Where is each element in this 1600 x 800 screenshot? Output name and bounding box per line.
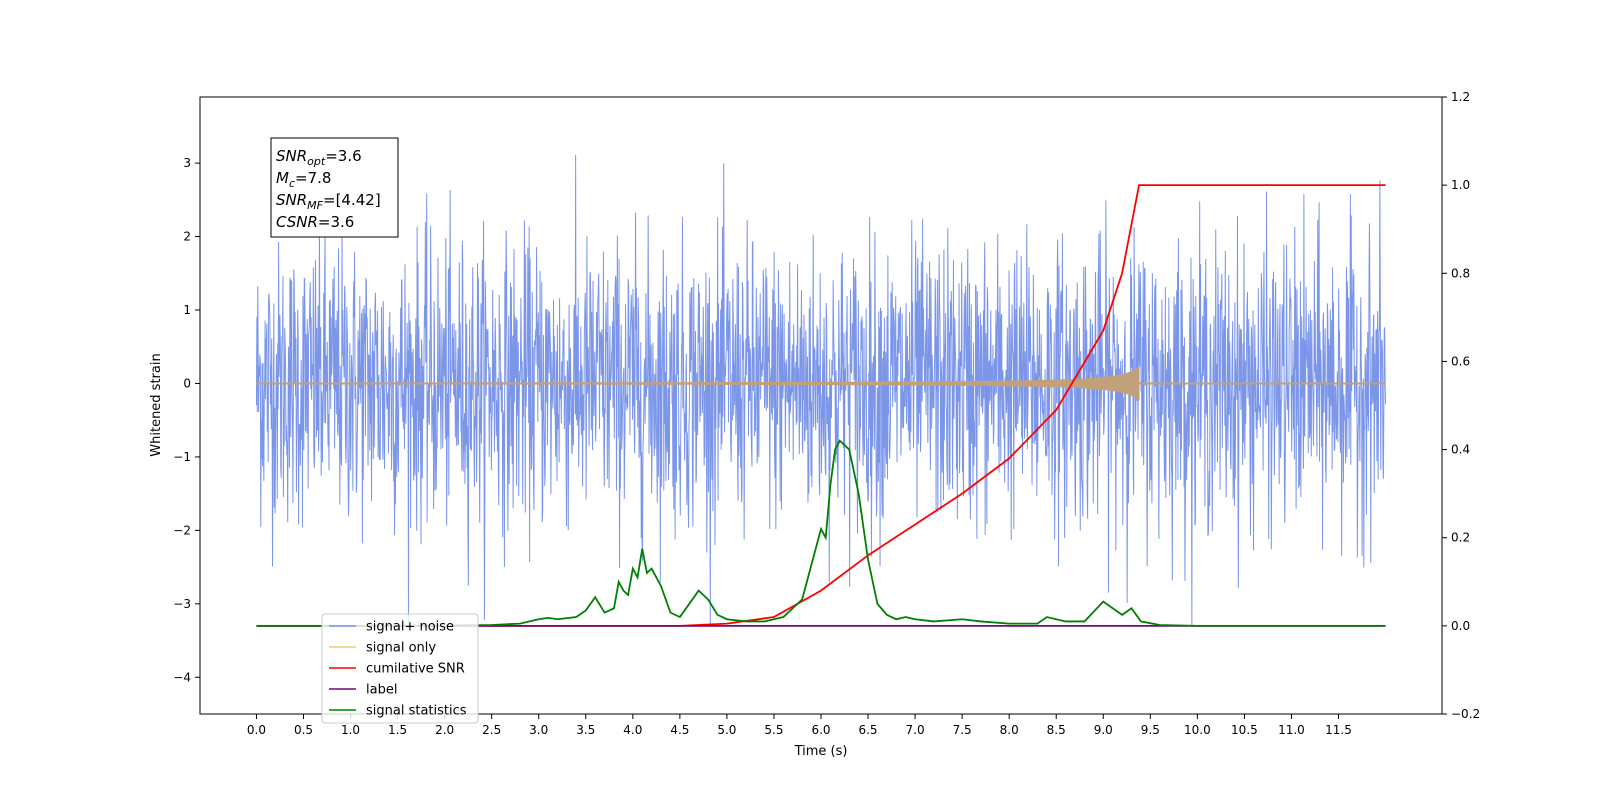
x-tick-label: 6.5: [858, 723, 877, 737]
annotation-frame: [270, 137, 399, 238]
legend-label: signal+ noise: [366, 620, 454, 635]
x-tick-label: 3.5: [576, 723, 595, 737]
y-tick-label-right: 0.8: [1451, 266, 1470, 280]
x-tick-label: 6.0: [811, 723, 830, 737]
legend-label: signal only: [366, 641, 436, 656]
y-tick-label-right: −0.2: [1451, 707, 1480, 721]
y-tick-label-left: −3: [173, 597, 191, 611]
x-tick-label: 0.5: [294, 723, 313, 737]
y-tick-label-right: 0.2: [1451, 531, 1470, 545]
x-tick-label: 2.5: [482, 723, 501, 737]
x-axis-label: Time (s): [794, 744, 848, 759]
x-tick-label: 7.5: [953, 723, 972, 737]
signal-only-envelope: [255, 366, 1140, 401]
x-tick-label: 9.5: [1141, 723, 1160, 737]
signal-statistics-line: [256, 439, 1386, 627]
x-tick-label: 9.0: [1094, 723, 1113, 737]
x-tick-label: 10.0: [1184, 723, 1211, 737]
x-tick-label: 10.5: [1231, 723, 1258, 737]
y-tick-label-right: 1.0: [1451, 178, 1470, 192]
signal-only-series: [255, 366, 1386, 401]
y-tick-label-right: 0.4: [1451, 443, 1470, 457]
x-axis: 0.0 0.5 1.0 1.5 2.0 2.5 3.0 3.5 4.0 4.5 5.0 5.5 6.0 6…: [247, 714, 1352, 737]
legend-label: cumilative SNR: [366, 662, 465, 677]
signal-noise-series: [255, 154, 1387, 626]
x-tick-label: 2.0: [435, 723, 454, 737]
x-tick-label: 11.5: [1325, 723, 1352, 737]
x-tick-label: 11.0: [1278, 723, 1305, 737]
y-axis-right: 1.2 1.0 0.8 0.6 0.4 0.2 0.0 −0.2: [1442, 90, 1480, 721]
legend-frame: [321, 613, 479, 724]
x-tick-label: 1.5: [388, 723, 407, 737]
x-tick-label: 8.0: [1000, 723, 1019, 737]
x-tick-label: 4.0: [623, 723, 642, 737]
signal-noise-line: [255, 154, 1387, 626]
y-tick-label-left: 1: [183, 303, 191, 317]
x-tick-label: 1.0: [341, 723, 360, 737]
y-tick-label-left: 2: [183, 230, 191, 244]
y-tick-label-left: 3: [183, 156, 191, 170]
x-tick-label: 5.5: [764, 723, 783, 737]
annotation-line: Mc=7.8: [276, 169, 331, 190]
legend: signal+ noise signal only cumilative SNR la…: [321, 613, 479, 724]
y-axis-left: 3 2 1 0 −1 −2 −3 −4: [173, 156, 200, 684]
y-tick-label-right: 0.6: [1451, 354, 1470, 368]
x-tick-label: 7.0: [906, 723, 925, 737]
x-tick-label: 4.5: [670, 723, 689, 737]
y-tick-label-right: 0.0: [1451, 619, 1470, 633]
y-axis-label: Whitened strain: [149, 353, 164, 456]
annotation-line: SNRopt=3.6: [276, 147, 362, 168]
x-tick-label: 0.0: [247, 723, 266, 737]
legend-label: signal statistics: [366, 704, 467, 719]
x-tick-label: 3.0: [529, 723, 548, 737]
x-tick-label: 8.5: [1047, 723, 1066, 737]
annotation-line: SNRMF=[4.42]: [276, 191, 381, 212]
y-tick-label-right: 1.2: [1451, 90, 1470, 104]
x-tick-label: 5.0: [717, 723, 736, 737]
y-tick-label-left: −1: [173, 450, 191, 464]
annotation-line: CSNR=3.6: [276, 213, 354, 231]
y-tick-label-left: −4: [173, 670, 191, 684]
y-tick-label-left: 0: [183, 376, 191, 390]
y-tick-label-left: −2: [173, 523, 191, 537]
legend-label: label: [366, 683, 397, 698]
